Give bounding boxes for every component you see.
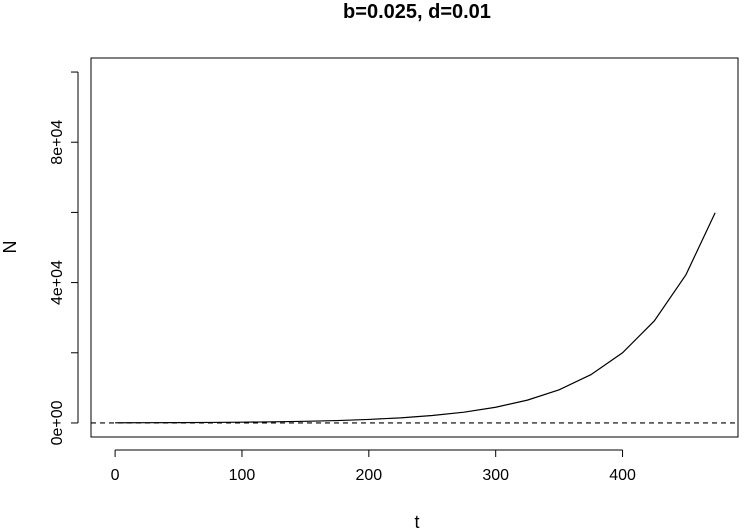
x-tick-label: 100 xyxy=(229,467,256,484)
series-layer xyxy=(91,212,738,424)
y-tick-label: 0e+00 xyxy=(49,400,66,445)
x-axis-label: t xyxy=(414,512,419,529)
y-axis: 0e+00 4e+04 8e+04 xyxy=(49,71,79,445)
y-tick-label: 8e+04 xyxy=(49,120,66,165)
series-line xyxy=(115,212,716,424)
x-axis: 0 100 200 300 400 xyxy=(111,449,636,484)
x-tick-label: 200 xyxy=(355,467,382,484)
y-axis-label: N xyxy=(0,241,20,254)
x-tick-label: 400 xyxy=(609,467,636,484)
plot-frame xyxy=(90,57,739,438)
x-tick-label: 300 xyxy=(482,467,509,484)
x-tick-label: 0 xyxy=(111,467,120,484)
y-tick-label: 4e+04 xyxy=(49,260,66,305)
chart-title: b=0.025, d=0.01 xyxy=(343,1,491,23)
